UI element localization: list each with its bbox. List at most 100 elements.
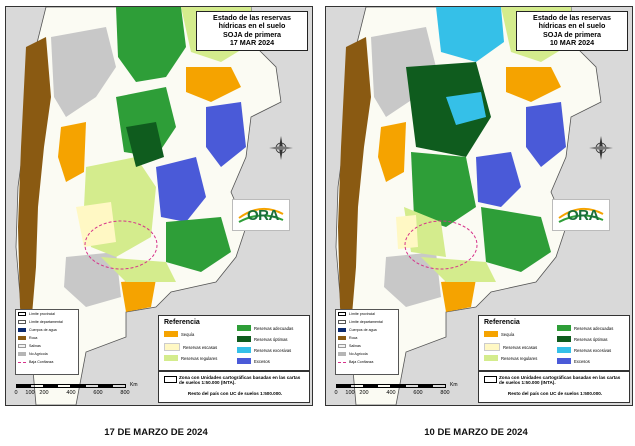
scale-tick: 400 xyxy=(66,390,76,396)
legend-label: Salinas xyxy=(29,344,41,348)
drought-zone-west xyxy=(378,122,406,182)
legend-swatch xyxy=(18,328,26,332)
legend-label: Límite departamental xyxy=(29,320,63,324)
reference-swatch xyxy=(557,347,571,353)
basic-legend-item: No Agrícola xyxy=(16,350,78,358)
adequate-zone-east xyxy=(481,207,551,272)
basic-legend-item: Límite provincial xyxy=(336,310,398,318)
reference-label: Sequía xyxy=(181,331,195,337)
map-title-line: Estado de las reservas xyxy=(533,13,611,22)
basic-legend-item: Límite departamental xyxy=(16,318,78,326)
excessive-zone-center xyxy=(446,92,486,125)
drought-zone-ne xyxy=(506,67,561,102)
reference-swatch xyxy=(484,355,498,361)
reference-swatch xyxy=(557,336,571,342)
reference-swatch xyxy=(557,325,571,331)
legend-label: Roca xyxy=(349,336,358,340)
low-confidence-ellipse xyxy=(84,220,158,270)
reference-title: Referencia xyxy=(164,319,200,326)
reference-legend: Referencia Sequía Reservas escasas Reser… xyxy=(158,315,310,371)
legend-label: Límite departamental xyxy=(349,320,383,324)
reference-label: Excesos xyxy=(254,358,270,364)
optimal-zone-center xyxy=(406,62,491,157)
ora-logo-text: ORA xyxy=(567,207,599,224)
reference-label: Reservas óptimas xyxy=(574,336,608,342)
reference-item: Reservas óptimas xyxy=(557,336,627,342)
drought-zone-ne xyxy=(186,67,241,102)
basic-legend: Límite provincial Límite departamental C… xyxy=(15,309,79,375)
note-swatch xyxy=(484,376,497,383)
adequate-zone-east xyxy=(166,217,231,272)
basic-legend-item: Roca xyxy=(336,334,398,342)
reference-item: Excesos xyxy=(557,358,627,364)
reference-title: Referencia xyxy=(484,319,520,326)
basic-legend-item: Baja Confianza xyxy=(336,358,398,366)
scale-tick: 800 xyxy=(440,390,450,396)
regular-zone-south xyxy=(101,257,176,282)
reference-item: Reservas óptimas xyxy=(237,336,307,342)
legend-swatch xyxy=(338,320,346,324)
note-line-1: Zona con Unidades cartográficas basadas … xyxy=(179,375,301,386)
scale-tick: 0 xyxy=(14,390,18,396)
scale-tick: 800 xyxy=(120,390,130,396)
basic-legend-item: Roca xyxy=(16,334,78,342)
reference-swatch xyxy=(484,331,498,337)
legend-swatch xyxy=(18,361,26,363)
scale-bar-graphic xyxy=(336,384,446,388)
scale-bar-graphic xyxy=(16,384,126,388)
excessive-zone-north xyxy=(436,7,504,62)
ora-logo-swoosh-icon xyxy=(238,207,284,223)
scale-tick: 200 xyxy=(39,390,49,396)
reference-label: Reservas escasas xyxy=(183,344,218,350)
basic-legend-item: Límite provincial xyxy=(16,310,78,318)
note-box: Zona con Unidades cartográficas basadas … xyxy=(478,371,630,403)
reference-swatch xyxy=(164,331,178,337)
reference-item: Reservas adecuadas xyxy=(557,325,627,331)
basic-legend-item: Baja Confianza xyxy=(16,358,78,366)
scarce-zone xyxy=(76,202,116,247)
non-agricultural-zone xyxy=(64,252,121,307)
reference-swatch xyxy=(237,347,251,353)
reference-item: Reservas escasas xyxy=(484,343,554,351)
ora-logo: ORA xyxy=(552,199,610,231)
optimal-zone xyxy=(126,122,164,167)
map-title-line: SOJA de primera xyxy=(542,29,602,39)
reference-label: Excesos xyxy=(574,358,590,364)
reference-swatch xyxy=(164,355,178,361)
note-swatch xyxy=(164,376,177,383)
adequate-zone-north xyxy=(116,7,186,82)
map-title-line: SOJA de primera xyxy=(222,29,282,39)
scale-tick: 0 xyxy=(334,390,338,396)
scarce-zone xyxy=(396,215,418,249)
legend-swatch xyxy=(338,361,346,363)
ora-logo-swoosh-icon xyxy=(558,207,604,223)
reference-item: Reservas adecuadas xyxy=(237,325,307,331)
legend-swatch xyxy=(338,328,346,332)
map-title-date: 17 MAR 2024 xyxy=(229,38,275,48)
reference-label: Reservas adecuadas xyxy=(254,325,294,331)
legend-label: Límite provincial xyxy=(29,312,55,316)
legend-swatch xyxy=(18,344,26,348)
reference-label: Reservas excesivas xyxy=(254,347,292,353)
legend-label: Baja Confianza xyxy=(349,360,374,364)
legend-swatch xyxy=(18,336,26,340)
legend-label: Cuerpos de agua xyxy=(29,328,57,332)
excess-zone xyxy=(206,102,246,167)
reference-label: Reservas adecuadas xyxy=(574,325,614,331)
legend-label: Límite provincial xyxy=(349,312,375,316)
legend-swatch xyxy=(338,312,346,316)
map-title-line: hídricas en el suelo xyxy=(538,21,606,31)
basic-legend-item: Salinas xyxy=(16,342,78,350)
scale-tick: 600 xyxy=(93,390,103,396)
basic-legend-item: Cuerpos de agua xyxy=(336,326,398,334)
rock-zone xyxy=(18,37,51,367)
basic-legend-item: Límite departamental xyxy=(336,318,398,326)
reference-label: Reservas escasas xyxy=(503,344,538,350)
reference-swatch xyxy=(237,325,251,331)
non-agricultural-zone xyxy=(384,252,441,307)
reference-swatch xyxy=(237,358,251,364)
basic-legend-item: Cuerpos de agua xyxy=(16,326,78,334)
rock-zone xyxy=(338,37,371,367)
map-panel-march-10: Estado de las reservas hídricas en el su… xyxy=(325,6,633,406)
reference-swatch xyxy=(557,358,571,364)
